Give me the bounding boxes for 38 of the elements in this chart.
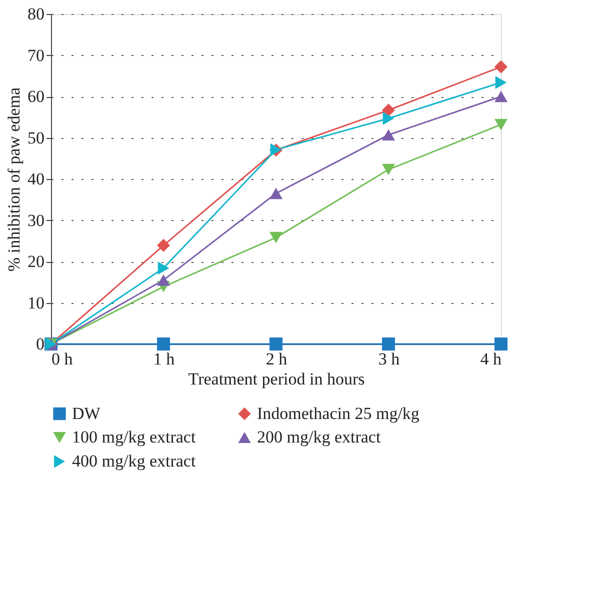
point (495, 76, 507, 89)
x-tick-label: 0 h (52, 350, 74, 368)
point (156, 337, 170, 351)
point (156, 238, 170, 252)
legend-label: DW (72, 404, 102, 423)
point (269, 232, 283, 244)
y-tick-label: 70 (28, 46, 44, 65)
y-tick-label: 20 (28, 252, 44, 271)
point (494, 337, 508, 351)
y-tick-label: 60 (28, 87, 44, 106)
point (382, 112, 394, 125)
point (158, 262, 170, 275)
point (382, 104, 396, 117)
point (382, 129, 396, 141)
point (156, 274, 170, 286)
legend-label: 100 mg/kg extract (72, 428, 196, 446)
y-tick-label: 10 (28, 293, 44, 312)
point (269, 188, 283, 200)
y-tick-label: 40 (28, 170, 44, 188)
point (382, 164, 396, 176)
y-tick-label: 50 (28, 128, 44, 148)
x-tick-label: 1 h (153, 350, 176, 368)
point (494, 60, 508, 74)
legend-label: 200 mg/kg extract (257, 428, 381, 446)
y-tick-label: 30 (28, 210, 44, 230)
x-tick-label: 4 h (480, 350, 502, 368)
point (494, 118, 508, 130)
legend-label: Indomethacin 25 mg/kg (257, 404, 420, 423)
x-tick-label: 3 h (378, 350, 400, 368)
point (494, 90, 508, 102)
legend-label: 400 mg/kg extract (72, 452, 196, 470)
x-tick-label: 2 h (266, 350, 288, 368)
x-axis-title: Treatment period in hours (188, 370, 365, 388)
point (269, 337, 283, 351)
y-axis-title: % inhibition of paw edema (4, 86, 24, 272)
y-tick-label: 80 (28, 4, 44, 24)
y-tick-label: 0 (36, 334, 44, 354)
point (382, 337, 396, 351)
